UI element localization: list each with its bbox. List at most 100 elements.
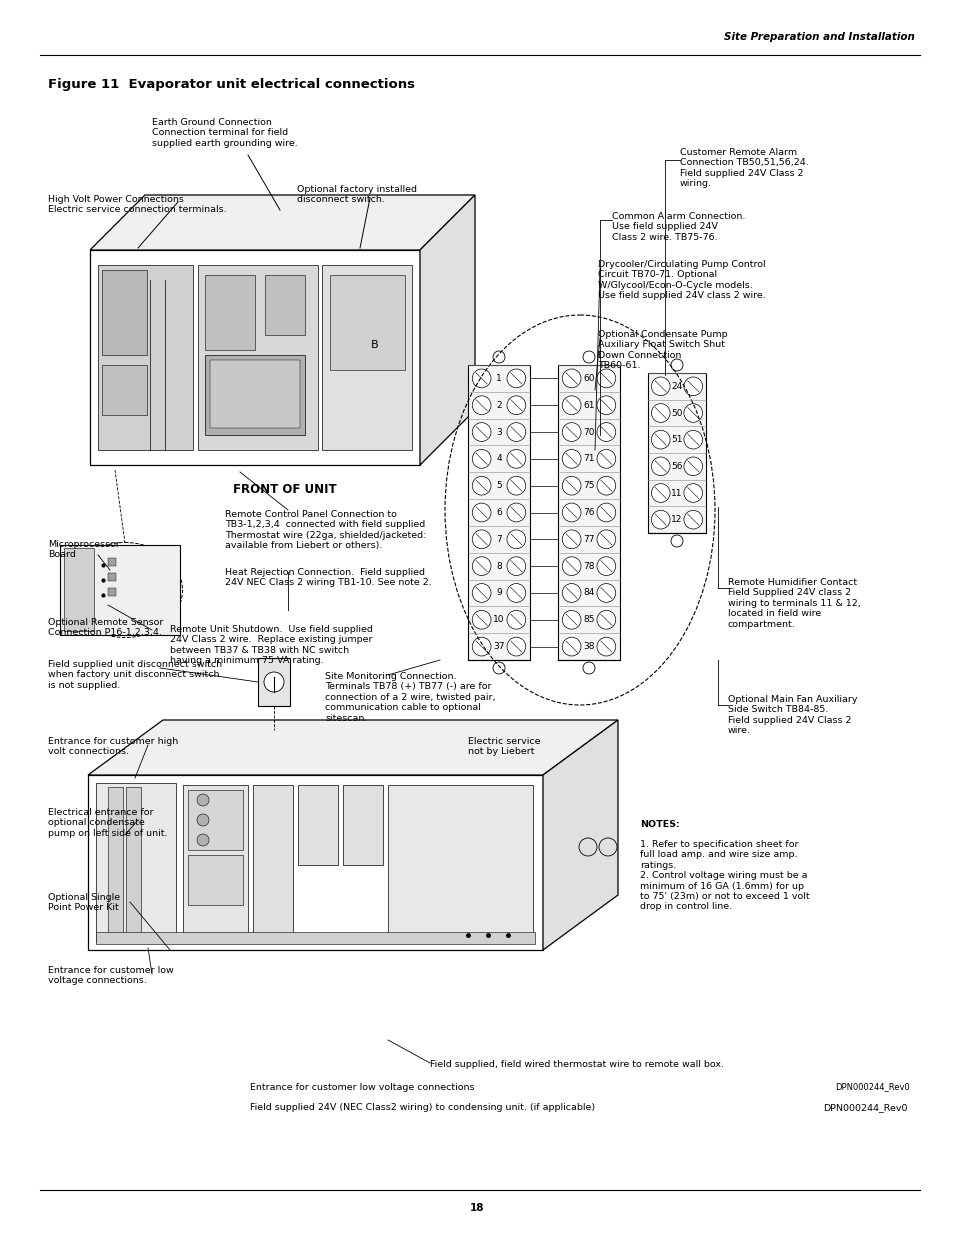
Text: 11: 11: [671, 489, 682, 498]
Ellipse shape: [506, 637, 525, 656]
Text: NOTES:: NOTES:: [639, 820, 679, 829]
Text: 3: 3: [496, 427, 501, 436]
Bar: [253, 785, 293, 940]
Ellipse shape: [561, 422, 580, 441]
Text: Heat Rejection Connection.  Field supplied
24V NEC Class 2 wiring TB1-10. See no: Heat Rejection Connection. Field supplie…: [225, 568, 432, 588]
Text: 10: 10: [493, 615, 504, 624]
Text: FRONT OF UNIT: FRONT OF UNIT: [233, 483, 336, 496]
Ellipse shape: [683, 510, 701, 529]
Text: 51: 51: [671, 435, 682, 445]
Text: 60: 60: [582, 374, 594, 383]
Bar: [102, 270, 147, 354]
Text: B: B: [371, 340, 378, 350]
Ellipse shape: [597, 369, 615, 388]
Bar: [198, 266, 317, 450]
Text: Common Alarm Connection.
Use field supplied 24V
Class 2 wire. TB75-76.: Common Alarm Connection. Use field suppl…: [612, 212, 744, 242]
Ellipse shape: [561, 369, 580, 388]
Text: 12: 12: [671, 515, 682, 524]
Bar: [96, 783, 175, 942]
Bar: [183, 785, 248, 940]
Ellipse shape: [597, 584, 615, 603]
Ellipse shape: [597, 503, 615, 522]
Bar: [558, 366, 619, 659]
Ellipse shape: [561, 503, 580, 522]
Ellipse shape: [683, 430, 701, 450]
Bar: [468, 366, 530, 659]
Circle shape: [196, 794, 209, 806]
Text: 71: 71: [582, 454, 594, 463]
Text: 84: 84: [582, 588, 594, 598]
Bar: [88, 776, 542, 950]
Polygon shape: [90, 195, 475, 249]
Ellipse shape: [561, 477, 580, 495]
Ellipse shape: [506, 422, 525, 441]
Text: Optional Single
Point Power Kit: Optional Single Point Power Kit: [48, 893, 120, 913]
Circle shape: [582, 662, 595, 674]
Circle shape: [493, 351, 504, 363]
Ellipse shape: [472, 503, 491, 522]
Ellipse shape: [597, 396, 615, 415]
Ellipse shape: [651, 457, 669, 475]
Bar: [60, 545, 180, 635]
Text: Microprocessor
Board: Microprocessor Board: [48, 540, 120, 559]
Ellipse shape: [506, 369, 525, 388]
Bar: [647, 373, 705, 534]
Bar: [102, 366, 147, 415]
Text: Remote Humidifier Contact
Field Supplied 24V class 2
wiring to terminals 11 & 12: Remote Humidifier Contact Field Supplied…: [727, 578, 860, 629]
Text: Optional Main Fan Auxiliary
Side Switch TB84-85.
Field supplied 24V Class 2
wire: Optional Main Fan Auxiliary Side Switch …: [727, 695, 857, 735]
Text: 2: 2: [496, 400, 501, 410]
Circle shape: [582, 351, 595, 363]
Bar: [205, 354, 305, 435]
Bar: [188, 790, 243, 850]
Text: 75: 75: [582, 482, 594, 490]
Ellipse shape: [561, 637, 580, 656]
Bar: [388, 785, 533, 940]
Bar: [98, 266, 193, 450]
Ellipse shape: [472, 530, 491, 548]
Ellipse shape: [506, 477, 525, 495]
Ellipse shape: [472, 422, 491, 441]
Ellipse shape: [597, 610, 615, 629]
Text: 9: 9: [496, 588, 501, 598]
Ellipse shape: [472, 610, 491, 629]
Bar: [96, 932, 535, 944]
Ellipse shape: [597, 450, 615, 468]
Text: 1: 1: [496, 374, 501, 383]
Text: Remote Unit Shutdown.  Use field supplied
24V Class 2 wire.  Replace existing ju: Remote Unit Shutdown. Use field supplied…: [170, 625, 373, 666]
Bar: [108, 588, 116, 597]
Bar: [188, 855, 243, 905]
Text: Entrance for customer low voltage connections: Entrance for customer low voltage connec…: [250, 1083, 474, 1092]
Ellipse shape: [597, 530, 615, 548]
Bar: [210, 359, 299, 429]
Ellipse shape: [683, 457, 701, 475]
Text: Customer Remote Alarm
Connection TB50,51,56,24.
Field supplied 24V Class 2
wirin: Customer Remote Alarm Connection TB50,51…: [679, 148, 808, 188]
Text: 37: 37: [493, 642, 504, 651]
Text: Field supplied 24V (NEC Class2 wiring) to condensing unit. (if applicable): Field supplied 24V (NEC Class2 wiring) t…: [250, 1103, 595, 1112]
Ellipse shape: [506, 610, 525, 629]
Circle shape: [196, 814, 209, 826]
Text: 38: 38: [582, 642, 594, 651]
Text: 77: 77: [582, 535, 594, 543]
Polygon shape: [542, 720, 618, 950]
Text: 24: 24: [671, 382, 682, 390]
Circle shape: [493, 662, 504, 674]
Ellipse shape: [472, 637, 491, 656]
Bar: [330, 275, 405, 370]
Text: Field supplied, field wired thermostat wire to remote wall box.: Field supplied, field wired thermostat w…: [430, 1060, 723, 1070]
Text: Figure 11  Evaporator unit electrical connections: Figure 11 Evaporator unit electrical con…: [48, 78, 415, 91]
Ellipse shape: [506, 584, 525, 603]
Text: Site Monitoring Connection.
Terminals TB78 (+) TB77 (-) are for
connection of a : Site Monitoring Connection. Terminals TB…: [325, 672, 495, 722]
Ellipse shape: [506, 396, 525, 415]
Bar: [343, 785, 382, 864]
Ellipse shape: [506, 503, 525, 522]
Ellipse shape: [651, 484, 669, 503]
Ellipse shape: [651, 377, 669, 395]
Ellipse shape: [597, 477, 615, 495]
Ellipse shape: [683, 404, 701, 422]
Ellipse shape: [561, 450, 580, 468]
Bar: [90, 249, 419, 466]
Circle shape: [196, 834, 209, 846]
Text: 56: 56: [671, 462, 682, 471]
Ellipse shape: [472, 396, 491, 415]
Bar: [108, 558, 116, 566]
